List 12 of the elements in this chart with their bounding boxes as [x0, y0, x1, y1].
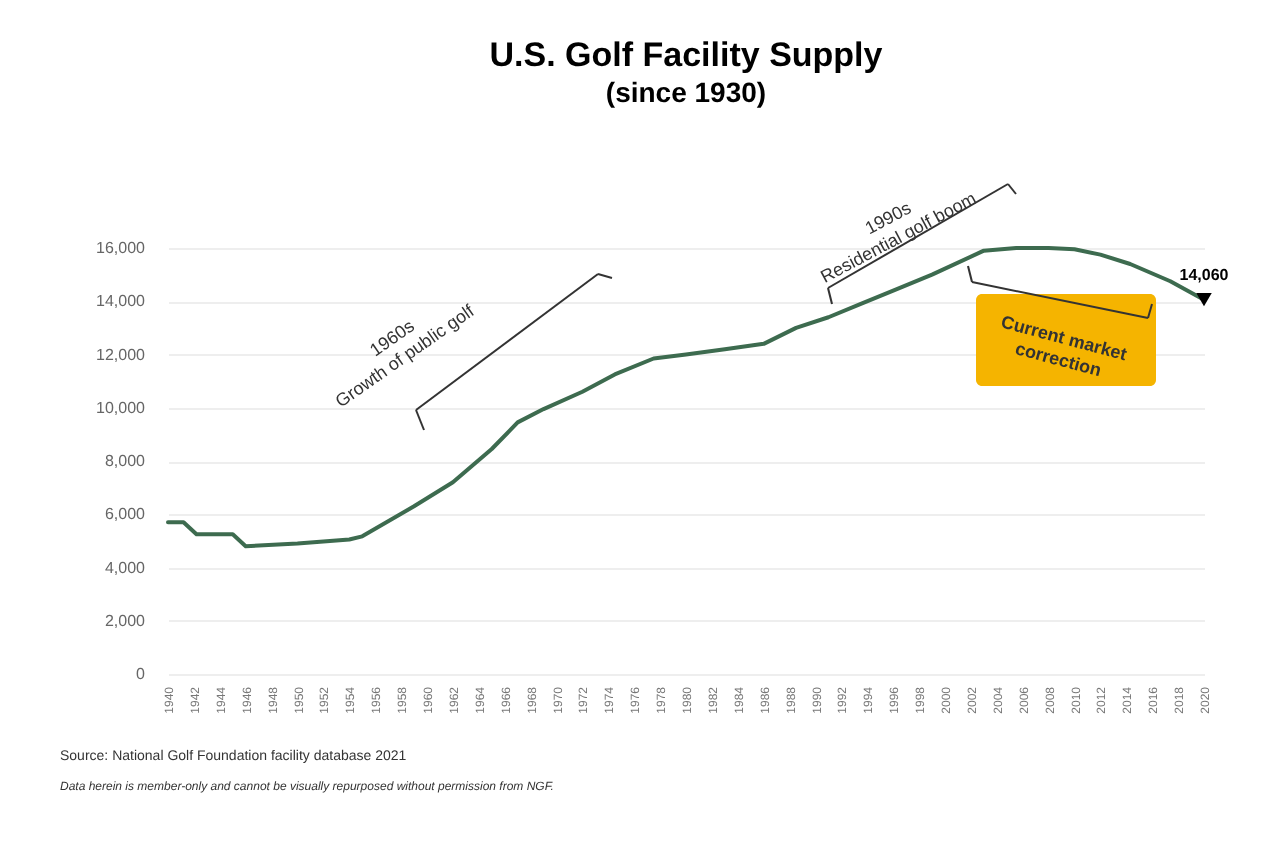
y-tick-label: 8,000: [104, 452, 147, 470]
chart-subtitle: (since 1930): [605, 76, 767, 109]
y-tick-label: 2,000: [104, 611, 147, 630]
y-tick-label: 0: [136, 665, 147, 683]
y-tick-label: 14,000: [96, 292, 147, 311]
y-tick-label: 10,000: [96, 398, 147, 417]
y-tick-label: 12,000: [96, 345, 147, 364]
annotation: 14,060: [1179, 265, 1230, 284]
y-tick-label: 6,000: [104, 505, 147, 524]
y-tick-label: 16,000: [96, 239, 147, 257]
chart-title: U.S. Golf Facility Supply: [489, 36, 884, 75]
y-tick-label: 4,000: [104, 558, 147, 577]
